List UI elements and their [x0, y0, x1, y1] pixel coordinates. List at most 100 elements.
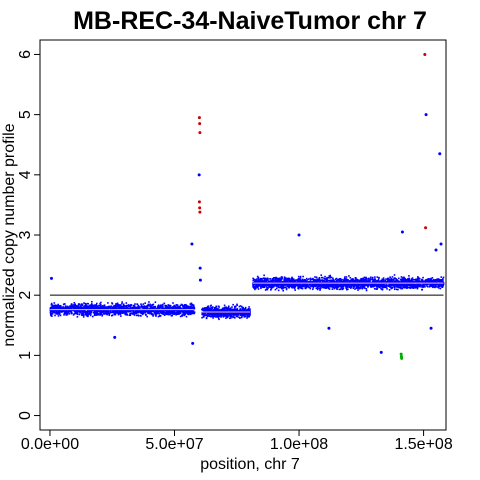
probe-point	[411, 284, 414, 287]
probe-point	[403, 283, 405, 285]
probe-point	[288, 277, 291, 280]
probe-point	[236, 303, 238, 306]
probe-point	[284, 286, 287, 289]
probe-point	[81, 308, 83, 310]
probe-point	[220, 312, 222, 315]
probe-point	[189, 313, 192, 316]
probe-point	[191, 304, 194, 307]
probe-point	[340, 282, 342, 285]
probe-point	[139, 306, 141, 308]
probe-point	[85, 313, 88, 316]
probe-point	[384, 286, 387, 289]
probe-point	[208, 312, 211, 314]
probe-point	[152, 315, 154, 317]
probe-point	[294, 281, 297, 283]
probe-point	[270, 287, 273, 289]
probe-point	[188, 309, 190, 312]
probe-point	[223, 308, 226, 311]
probe-point	[119, 309, 122, 312]
probe-point	[128, 309, 130, 312]
probe-point	[343, 278, 346, 281]
probe-point	[187, 311, 189, 314]
probe-point	[341, 288, 344, 291]
probe-point	[231, 309, 233, 312]
probe-point	[181, 311, 184, 313]
probe-point	[409, 281, 411, 283]
probe-point	[254, 279, 257, 281]
probe-point	[100, 307, 103, 309]
probe-point	[246, 310, 249, 312]
probe-point	[400, 276, 403, 278]
probe-point	[372, 284, 374, 287]
probe-point	[89, 313, 91, 315]
probe-point	[111, 308, 114, 310]
probe-point	[271, 280, 273, 283]
probe-point	[283, 286, 286, 289]
probe-point	[239, 308, 242, 310]
probe-point	[152, 303, 155, 306]
probe-point	[332, 278, 335, 281]
probe-point	[348, 275, 350, 277]
probe-point	[81, 313, 83, 315]
probe-point	[357, 289, 359, 291]
probe-point	[248, 314, 251, 317]
probe-point	[175, 312, 178, 314]
probe-point	[157, 310, 160, 312]
probe-point	[333, 281, 336, 284]
probe-point	[168, 313, 170, 315]
probe-point	[93, 311, 96, 313]
probe-point	[388, 285, 390, 287]
probe-point	[324, 285, 327, 288]
probe-point	[125, 311, 127, 313]
probe-point	[374, 281, 377, 283]
probe-point	[257, 285, 260, 288]
probe-point	[224, 315, 226, 317]
probe-point	[264, 277, 266, 280]
probe-point	[179, 312, 182, 314]
probe-point	[223, 313, 226, 316]
probe-point	[226, 308, 229, 311]
probe-point	[355, 278, 357, 281]
probe-point	[225, 315, 228, 318]
probe-point	[49, 307, 52, 310]
probe-point	[332, 280, 335, 283]
probe-point	[233, 317, 236, 319]
probe-point	[118, 304, 120, 307]
probe-point	[349, 283, 351, 286]
probe-point	[427, 285, 429, 288]
probe-point	[375, 285, 378, 288]
probe-point	[442, 284, 445, 287]
probe-point	[52, 310, 55, 312]
probe-point	[335, 284, 338, 286]
probe-point	[231, 306, 233, 308]
probe-point	[285, 278, 288, 280]
probe-point	[265, 286, 268, 288]
probe-point	[319, 283, 322, 285]
probe-point	[419, 283, 422, 286]
probe-point	[272, 279, 275, 282]
probe-point	[179, 315, 182, 318]
probe-point	[51, 306, 53, 308]
probe-point	[233, 315, 235, 317]
probe-point	[352, 278, 355, 280]
probe-point	[429, 281, 432, 283]
probe-point	[321, 284, 324, 287]
probe-point	[302, 275, 304, 278]
probe-point	[170, 306, 172, 309]
probe-point	[130, 304, 133, 307]
probe-point	[281, 288, 284, 290]
probe-point	[271, 284, 274, 287]
probe-point	[285, 288, 288, 291]
probe-point	[173, 305, 175, 308]
probe-point	[209, 315, 212, 317]
probe-point	[309, 283, 312, 285]
probe-point	[179, 310, 182, 312]
probe-point	[431, 277, 434, 279]
probe-point	[357, 283, 359, 286]
probe-point	[180, 303, 183, 306]
probe-point	[361, 279, 363, 282]
probe-point	[391, 280, 393, 283]
probe-point	[205, 314, 208, 316]
probe-point	[320, 279, 323, 282]
probe-point	[144, 308, 147, 310]
